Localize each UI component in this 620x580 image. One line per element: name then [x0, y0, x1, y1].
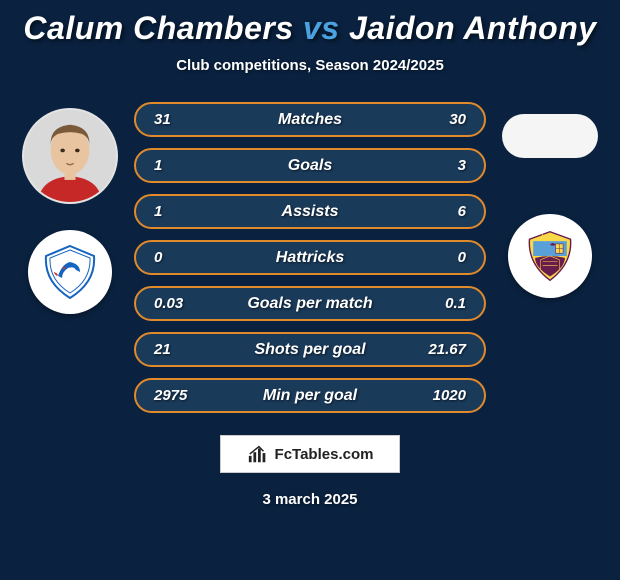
stat-value-left: 21	[154, 341, 198, 358]
club-left-badge	[28, 230, 112, 314]
stat-value-right: 3	[422, 157, 466, 174]
stat-value-right: 1020	[422, 387, 466, 404]
stat-row: 1 Goals 3	[134, 148, 486, 183]
stat-value-right: 0	[422, 249, 466, 266]
stat-label: Min per goal	[263, 387, 357, 405]
stat-label: Goals per match	[247, 295, 372, 313]
stat-row: 21 Shots per goal 21.67	[134, 332, 486, 367]
stats-column: 31Matches301Goals31Assists60Hattricks00.…	[130, 102, 490, 413]
right-column	[490, 102, 610, 413]
stat-row: 0 Hattricks 0	[134, 240, 486, 275]
title-player-right: Jaidon Anthony	[349, 10, 597, 46]
stat-value-right: 0.1	[422, 295, 466, 312]
stat-row: 0.03 Goals per match 0.1	[134, 286, 486, 321]
subtitle: Club competitions, Season 2024/2025	[176, 57, 444, 74]
stat-row: 31 Matches 30	[134, 102, 486, 137]
left-column	[10, 102, 130, 413]
player-right-avatar	[502, 114, 598, 158]
club-right-badge-svg	[522, 228, 578, 284]
player-left-avatar-svg	[24, 110, 116, 202]
title-player-left: Calum Chambers	[23, 10, 293, 46]
stat-value-left: 0.03	[154, 295, 198, 312]
page-title: Calum Chambers vs Jaidon Anthony	[23, 10, 596, 47]
stat-value-left: 1	[154, 203, 198, 220]
stat-value-right: 30	[422, 111, 466, 128]
stat-value-right: 6	[422, 203, 466, 220]
stat-value-right: 21.67	[422, 341, 466, 358]
footer-brand-logo[interactable]: FcTables.com	[220, 435, 400, 473]
stat-row: 1 Assists 6	[134, 194, 486, 229]
footer-brand-text: FcTables.com	[275, 446, 374, 463]
stat-label: Assists	[282, 203, 339, 221]
stat-value-left: 1	[154, 157, 198, 174]
date: 3 march 2025	[262, 491, 357, 508]
main-area: 31Matches301Goals31Assists60Hattricks00.…	[0, 102, 620, 413]
stat-row: 2975 Min per goal 1020	[134, 378, 486, 413]
club-left-badge-svg	[40, 242, 100, 302]
stat-value-left: 31	[154, 111, 198, 128]
club-right-badge	[508, 214, 592, 298]
title-vs: vs	[303, 10, 340, 46]
player-left-avatar	[22, 108, 118, 204]
stat-label: Shots per goal	[254, 341, 365, 359]
stat-value-left: 2975	[154, 387, 198, 404]
comparison-card: Calum Chambers vs Jaidon Anthony Club co…	[0, 0, 620, 580]
stat-label: Hattricks	[276, 249, 344, 267]
stat-label: Matches	[278, 111, 342, 129]
chart-icon	[247, 443, 269, 465]
stat-value-left: 0	[154, 249, 198, 266]
stat-label: Goals	[288, 157, 332, 175]
